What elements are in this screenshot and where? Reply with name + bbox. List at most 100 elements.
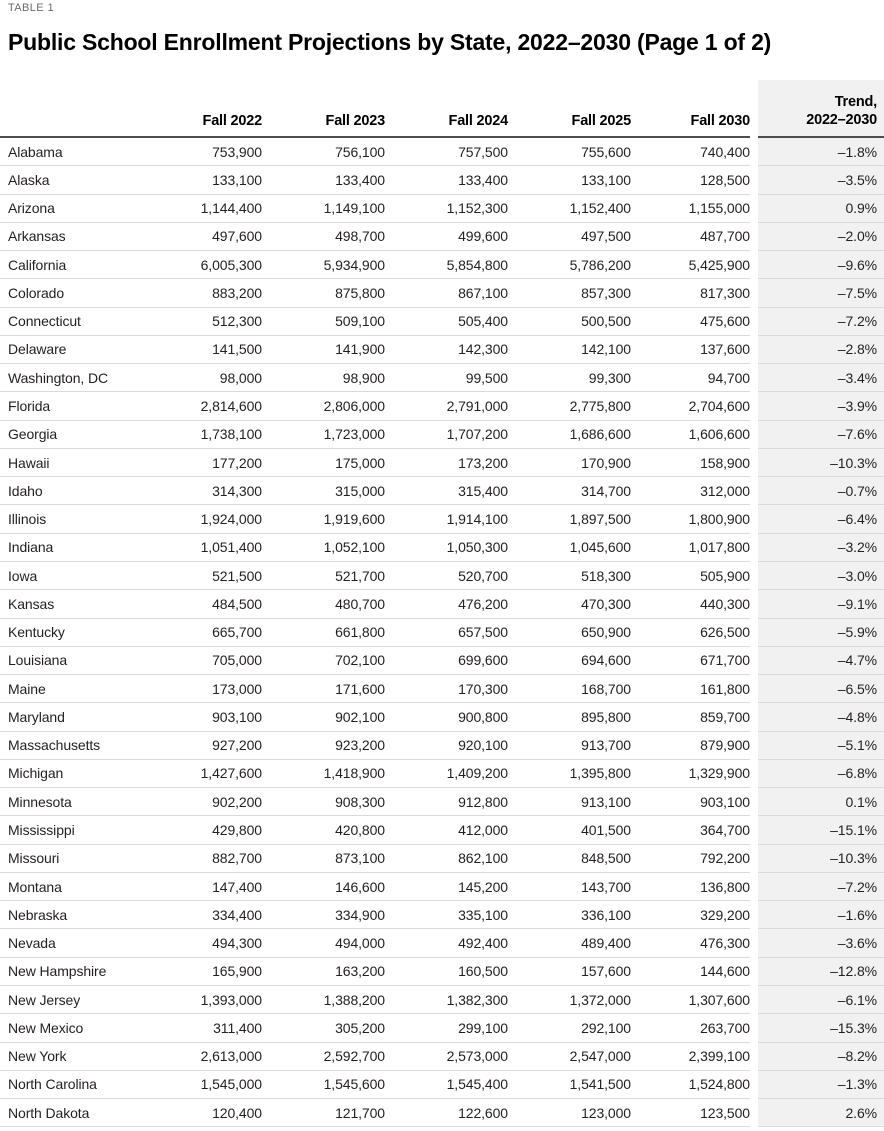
enrollment-value: 163,200 (262, 957, 385, 986)
enrollment-value: 857,300 (508, 278, 631, 308)
enrollment-value: 867,100 (385, 278, 508, 308)
enrollment-value: 912,800 (385, 787, 508, 817)
enrollment-value: 1,051,400 (139, 533, 262, 562)
table-row: Montana 147,400 146,600 145,200 143,700 136,8… (0, 872, 884, 902)
enrollment-value: 1,897,500 (508, 504, 631, 534)
enrollment-value: 497,500 (508, 222, 631, 252)
table-row: Connecticut 512,300 509,100 505,400 500,500 4… (0, 307, 884, 336)
enrollment-value: 412,000 (385, 815, 508, 845)
trend-value: –6.8% (750, 759, 884, 789)
enrollment-value: 6,005,300 (139, 250, 262, 280)
enrollment-value: 1,045,600 (508, 533, 631, 562)
state-name: New Hampshire (0, 957, 139, 986)
state-name: Missouri (0, 844, 139, 873)
table-row: Iowa 521,500 521,700 520,700 518,300 505,900–… (0, 561, 884, 591)
table-row: Hawaii 177,200 175,000 173,200 170,900 158,90… (0, 448, 884, 478)
enrollment-table: Fall 2022 Fall 2023 Fall 2024 Fall 2025 … (0, 80, 884, 1128)
state-name: California (0, 250, 139, 280)
enrollment-value: 512,300 (139, 307, 262, 336)
enrollment-value: 499,600 (385, 222, 508, 252)
table-row: Missouri 882,700 873,100 862,100 848,500 792,… (0, 844, 884, 873)
table-row: Alaska 133,100 133,400 133,400 133,100 128,50… (0, 165, 884, 195)
enrollment-value: 133,400 (262, 165, 385, 195)
state-name: Indiana (0, 533, 139, 562)
table-row: Massachusetts 927,200 923,200 920,100 913,70… (0, 731, 884, 760)
enrollment-value: 1,707,200 (385, 420, 508, 449)
state-name: Florida (0, 391, 139, 421)
enrollment-value: 661,800 (262, 618, 385, 647)
trend-value: –5.1% (750, 731, 884, 760)
enrollment-value: 873,100 (262, 844, 385, 873)
enrollment-value: 875,800 (262, 278, 385, 308)
enrollment-value: 498,700 (262, 222, 385, 252)
enrollment-value: 335,100 (385, 900, 508, 930)
enrollment-value: 1,382,300 (385, 985, 508, 1015)
enrollment-value: 168,700 (508, 674, 631, 704)
enrollment-value: 2,814,600 (139, 391, 262, 421)
state-name: Michigan (0, 759, 139, 789)
enrollment-value: 1,541,500 (508, 1070, 631, 1100)
enrollment-value: 170,900 (508, 448, 631, 478)
state-name: Kansas (0, 589, 139, 619)
trend-value: –3.6% (750, 928, 884, 958)
trend-value: –1.8% (750, 137, 884, 167)
table-row: Georgia 1,738,100 1,723,000 1,707,200 1,686,… (0, 420, 884, 449)
enrollment-value: 480,700 (262, 589, 385, 619)
enrollment-value: 1,545,400 (385, 1070, 508, 1100)
enrollment-value: 2,613,000 (139, 1042, 262, 1071)
trend-value: 2.6% (750, 1098, 884, 1128)
enrollment-value: 470,300 (508, 589, 631, 619)
enrollment-value: 505,900 (631, 561, 754, 591)
enrollment-value: 2,573,000 (385, 1042, 508, 1071)
table-body: Alabama 753,900 756,100 757,500 755,600 740,4… (0, 137, 884, 1128)
enrollment-value: 923,200 (262, 731, 385, 760)
enrollment-value: 1,307,600 (631, 985, 754, 1015)
enrollment-value: 94,700 (631, 363, 754, 393)
enrollment-value: 913,700 (508, 731, 631, 760)
table-row: Alabama 753,900 756,100 757,500 755,600 740,4… (0, 137, 884, 167)
trend-value: –3.0% (750, 561, 884, 591)
trend-value: –6.1% (750, 985, 884, 1015)
column-header-fall-2030: Fall 2030 (631, 80, 754, 138)
state-name: Maryland (0, 702, 139, 732)
table-row: Kansas 484,500 480,700 476,200 470,300 440,30… (0, 589, 884, 619)
enrollment-value: 740,400 (631, 137, 754, 167)
enrollment-value: 1,050,300 (385, 533, 508, 562)
state-name: Georgia (0, 420, 139, 449)
trend-value: –3.9% (750, 391, 884, 421)
enrollment-value: 920,100 (385, 731, 508, 760)
enrollment-value: 165,900 (139, 957, 262, 986)
trend-header-line2: 2022–2030 (806, 112, 877, 128)
enrollment-value: 1,155,000 (631, 194, 754, 223)
enrollment-value: 175,000 (262, 448, 385, 478)
enrollment-value: 161,800 (631, 674, 754, 704)
enrollment-value: 143,700 (508, 872, 631, 902)
enrollment-value: 475,600 (631, 307, 754, 336)
enrollment-value: 494,000 (262, 928, 385, 958)
table-row: Washington, DC 98,000 98,900 99,500 99,300 94… (0, 363, 884, 393)
state-name: New York (0, 1042, 139, 1071)
table-row: Idaho 314,300 315,000 315,400 314,700 312,000… (0, 476, 884, 506)
enrollment-value: 145,200 (385, 872, 508, 902)
enrollment-value: 1,372,000 (508, 985, 631, 1015)
table-row: Mississippi 429,800 420,800 412,000 401,500 3… (0, 815, 884, 845)
trend-value: –7.6% (750, 420, 884, 449)
enrollment-value: 2,399,100 (631, 1042, 754, 1071)
enrollment-value: 848,500 (508, 844, 631, 873)
enrollment-value: 757,500 (385, 137, 508, 167)
enrollment-value: 500,500 (508, 307, 631, 336)
enrollment-value: 927,200 (139, 731, 262, 760)
enrollment-value: 913,100 (508, 787, 631, 817)
state-name: Colorado (0, 278, 139, 308)
state-name: Arizona (0, 194, 139, 223)
trend-value: –1.6% (750, 900, 884, 930)
enrollment-value: 5,854,800 (385, 250, 508, 280)
enrollment-value: 334,900 (262, 900, 385, 930)
enrollment-value: 336,100 (508, 900, 631, 930)
enrollment-value: 1,144,400 (139, 194, 262, 223)
enrollment-value: 1,723,000 (262, 420, 385, 449)
enrollment-value: 902,100 (262, 702, 385, 732)
table-row: Kentucky 665,700 661,800 657,500 650,900 626,… (0, 618, 884, 647)
enrollment-value: 364,700 (631, 815, 754, 845)
state-name: New Jersey (0, 985, 139, 1015)
